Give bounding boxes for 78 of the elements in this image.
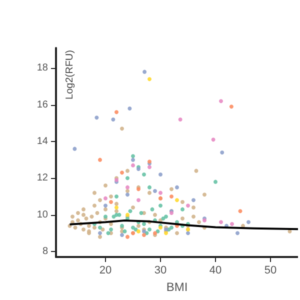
point: [220, 150, 224, 154]
point: [111, 118, 116, 122]
point: [186, 204, 190, 208]
point: [120, 233, 124, 237]
point: [153, 189, 157, 193]
point: [98, 158, 102, 162]
point: [192, 198, 196, 202]
point: [230, 222, 234, 226]
point: [126, 234, 130, 239]
point: [142, 172, 146, 176]
point: [229, 104, 234, 109]
point: [148, 77, 152, 82]
point: [104, 204, 108, 208]
point: [131, 158, 135, 162]
point: [109, 228, 113, 232]
y-tick-label: 8: [42, 246, 48, 257]
point: [175, 198, 179, 202]
point: [117, 212, 122, 217]
point: [131, 163, 135, 168]
point: [175, 185, 179, 190]
y-tick-label: 18: [36, 62, 48, 74]
point: [126, 192, 130, 197]
x-axis-title: BMI: [166, 280, 188, 294]
point: [161, 216, 166, 220]
point: [142, 70, 147, 74]
point: [112, 214, 116, 219]
point: [104, 196, 108, 200]
point: [238, 209, 242, 214]
point: [72, 146, 77, 151]
point: [219, 220, 223, 224]
point: [170, 226, 174, 230]
point: [120, 170, 124, 175]
y-tick-label: 14: [36, 136, 48, 147]
point: [236, 231, 240, 236]
point: [148, 185, 152, 190]
point: [178, 118, 182, 122]
point: [148, 165, 152, 170]
y-tick-label: 12: [36, 172, 48, 184]
point: [106, 231, 110, 236]
x-tick-label: 30: [154, 264, 167, 276]
point: [94, 116, 99, 120]
y-axis-title: Log2(RFU): [64, 50, 76, 100]
point: [128, 209, 132, 214]
point: [114, 194, 118, 198]
point: [98, 226, 102, 230]
point: [122, 229, 127, 234]
point: [126, 185, 130, 190]
point: [180, 207, 184, 212]
point: [158, 172, 162, 176]
point: [142, 233, 146, 237]
point: [136, 229, 140, 234]
x-tick-label: 50: [264, 264, 277, 276]
point: [150, 207, 154, 212]
point: [246, 220, 250, 224]
point: [128, 106, 132, 110]
point: [114, 206, 118, 210]
point: [158, 190, 162, 195]
point: [164, 214, 168, 219]
x-tick-label: 40: [209, 264, 222, 276]
x-tick-label: 20: [99, 264, 112, 276]
point: [131, 226, 135, 230]
y-tick-label: 10: [36, 209, 48, 220]
point: [126, 176, 130, 180]
point: [98, 231, 102, 236]
point: [109, 200, 113, 204]
point: [114, 110, 118, 114]
point: [142, 222, 146, 226]
point: [136, 198, 140, 202]
point: [219, 99, 223, 104]
y-tick-label: 16: [36, 99, 48, 110]
point: [170, 194, 174, 198]
point: [214, 180, 218, 184]
point: [148, 228, 152, 232]
point: [139, 211, 144, 215]
point: [158, 204, 162, 208]
point: [186, 231, 190, 236]
point: [211, 138, 216, 142]
point: [131, 154, 135, 158]
